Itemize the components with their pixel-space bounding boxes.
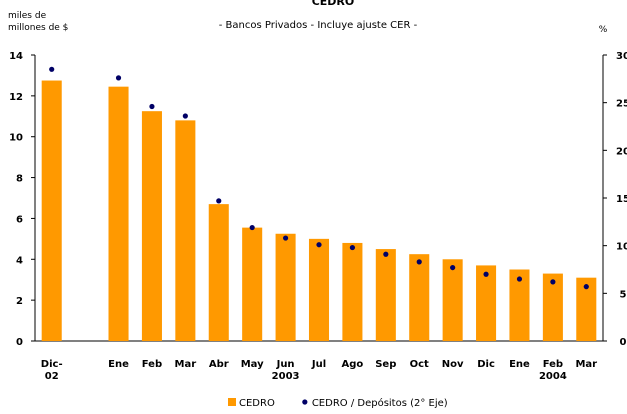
- bar: [41, 80, 62, 342]
- x-tick-label: Nov: [442, 359, 464, 370]
- dot: [182, 113, 188, 119]
- x-tick-label: Feb 2004: [539, 359, 567, 382]
- y-tick-label: 4: [16, 255, 23, 266]
- bar: [242, 227, 263, 341]
- y2-tick-label: 5: [620, 289, 627, 300]
- dot: [516, 276, 523, 282]
- y-tick-label: 2: [16, 296, 23, 307]
- y-tick-label: 12: [9, 92, 23, 103]
- x-tick-label: Jun 2003: [272, 359, 300, 382]
- y-tick-label: 6: [16, 214, 23, 225]
- bar: [509, 269, 530, 341]
- dot: [249, 224, 255, 231]
- chart-title: CEDRO: [312, 0, 355, 8]
- bar: [275, 233, 296, 341]
- y2-tick-label: 20: [616, 146, 627, 157]
- dot: [550, 279, 556, 285]
- bar: [442, 259, 463, 341]
- x-tick-label: Mar: [175, 359, 197, 370]
- chart-subtitle: - Bancos Privados - Incluye ajuste CER -: [219, 20, 418, 31]
- x-tick-label: Sep: [375, 359, 396, 370]
- dot: [450, 264, 456, 271]
- legend-swatch: [228, 398, 236, 406]
- dot: [349, 244, 356, 251]
- dot: [282, 235, 289, 241]
- y2-axis-label: %: [599, 25, 608, 35]
- y-tick-label: 8: [16, 174, 23, 185]
- y2-tick-label: 0: [620, 337, 627, 348]
- dot: [316, 242, 322, 248]
- x-tick-label: Ene: [108, 359, 129, 370]
- bar: [208, 204, 229, 341]
- y-tick-label: 10: [9, 133, 23, 144]
- dot: [216, 198, 222, 204]
- y2-tick-label: 15: [616, 194, 627, 205]
- bar: [175, 120, 196, 341]
- bar: [108, 86, 129, 342]
- y-tick-label: 14: [9, 51, 23, 62]
- bar: [141, 111, 162, 341]
- x-tick-label: Abr: [209, 359, 229, 370]
- dot: [383, 251, 389, 257]
- bar: [342, 242, 363, 341]
- x-tick-label: Feb: [142, 359, 162, 370]
- legend-label: CEDRO: [239, 398, 275, 409]
- legend-swatch: [302, 399, 308, 405]
- x-tick-label: Dic: [477, 359, 495, 370]
- legend-label: CEDRO / Depósitos (2° Eje): [312, 397, 448, 409]
- x-tick-label: Dic-02: [41, 359, 63, 382]
- y2-tick-label: 10: [616, 242, 627, 253]
- y2-tick-label: 25: [616, 99, 627, 110]
- dot: [149, 103, 155, 110]
- y-tick-label: 0: [16, 337, 23, 348]
- bar: [409, 254, 430, 341]
- dot: [583, 284, 589, 290]
- bar: [542, 273, 563, 341]
- dot: [416, 259, 422, 265]
- y-axis-label: miles de millones de $: [8, 11, 68, 33]
- bar: [308, 238, 330, 341]
- x-tick-label: Ago: [342, 359, 364, 370]
- bar: [476, 265, 497, 341]
- x-tick-label: Jul: [311, 359, 326, 370]
- x-tick-label: May: [241, 359, 264, 370]
- y2-tick-label: 30: [616, 51, 627, 62]
- dot: [115, 75, 122, 81]
- dot: [483, 271, 489, 277]
- x-tick-label: Oct: [410, 359, 429, 370]
- x-tick-label: Mar: [575, 359, 597, 370]
- x-tick-label: Ene: [509, 359, 530, 370]
- bar: [576, 277, 597, 341]
- bar: [375, 249, 396, 341]
- dot: [49, 66, 55, 72]
